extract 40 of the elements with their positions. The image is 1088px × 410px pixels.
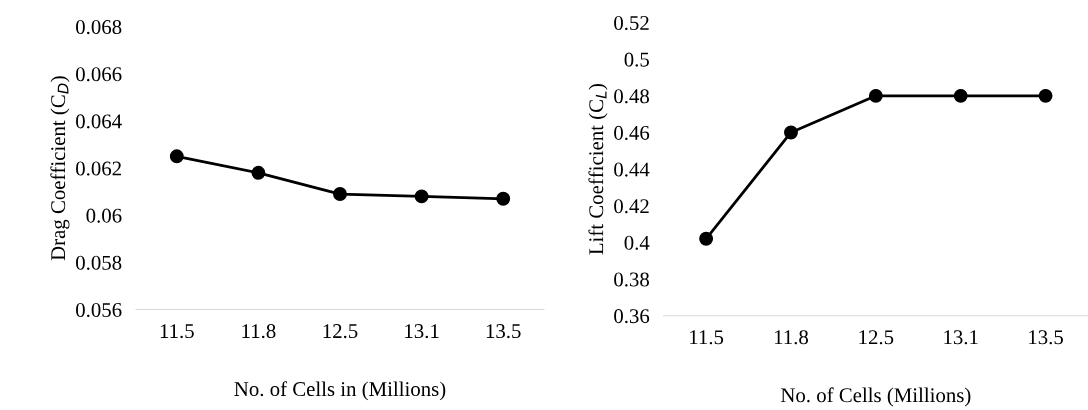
y-tick-label: 0.5: [624, 52, 649, 67]
y-tick-label: 0.066: [76, 67, 122, 82]
point: [333, 187, 347, 201]
point: [868, 88, 883, 103]
y-tick-label: 0.064: [76, 114, 122, 129]
point: [414, 189, 429, 204]
x-tick-label: 12.5: [323, 324, 358, 339]
point: [251, 165, 266, 180]
x-tick-label: 11.8: [774, 330, 809, 345]
point: [169, 149, 184, 164]
x-axis-title: No. of Cells (Millions): [780, 387, 971, 407]
y-tick-label: 0.068: [76, 20, 122, 35]
y-tick-label: 0.38: [614, 272, 649, 287]
point: [953, 88, 968, 103]
y-tick-label: 0.46: [614, 125, 650, 141]
y-tick-label: 0.06: [86, 208, 122, 223]
point: [1038, 88, 1053, 103]
y-tick-label: 0.48: [614, 89, 649, 104]
y-axis-title: Lift Coefficient (C$_{L}$): [588, 84, 608, 255]
x-tick-label: 13.5: [1029, 330, 1063, 345]
y-tick-label: 0.062: [76, 161, 121, 176]
x-axis-title: No. of Cells in (Millions): [234, 381, 446, 401]
y-tick-label: 0.058: [76, 255, 122, 270]
y-tick-label: 0.056: [76, 302, 122, 318]
y-tick-label: 0.4: [624, 235, 650, 250]
y-tick-label: 0.44: [614, 162, 650, 177]
x-tick-label: 11.5: [690, 330, 724, 345]
x-tick-label: 13.1: [944, 330, 978, 345]
point: [784, 125, 798, 140]
point: [699, 231, 714, 246]
y-tick-label: 0.36: [614, 309, 650, 324]
point: [496, 191, 511, 206]
x-tick-label: 11.5: [160, 324, 194, 339]
y-tick-label: 0.52: [614, 15, 649, 31]
x-tick-label: 13.5: [486, 324, 521, 339]
x-tick-label: 11.8: [242, 324, 276, 339]
y-tick-label: 0.42: [614, 199, 649, 214]
x-tick-label: 12.5: [859, 330, 894, 345]
y-axis-title: Drag Coefficient (C$_{D}$): [50, 76, 70, 261]
x-tick-label: 13.1: [405, 324, 439, 339]
